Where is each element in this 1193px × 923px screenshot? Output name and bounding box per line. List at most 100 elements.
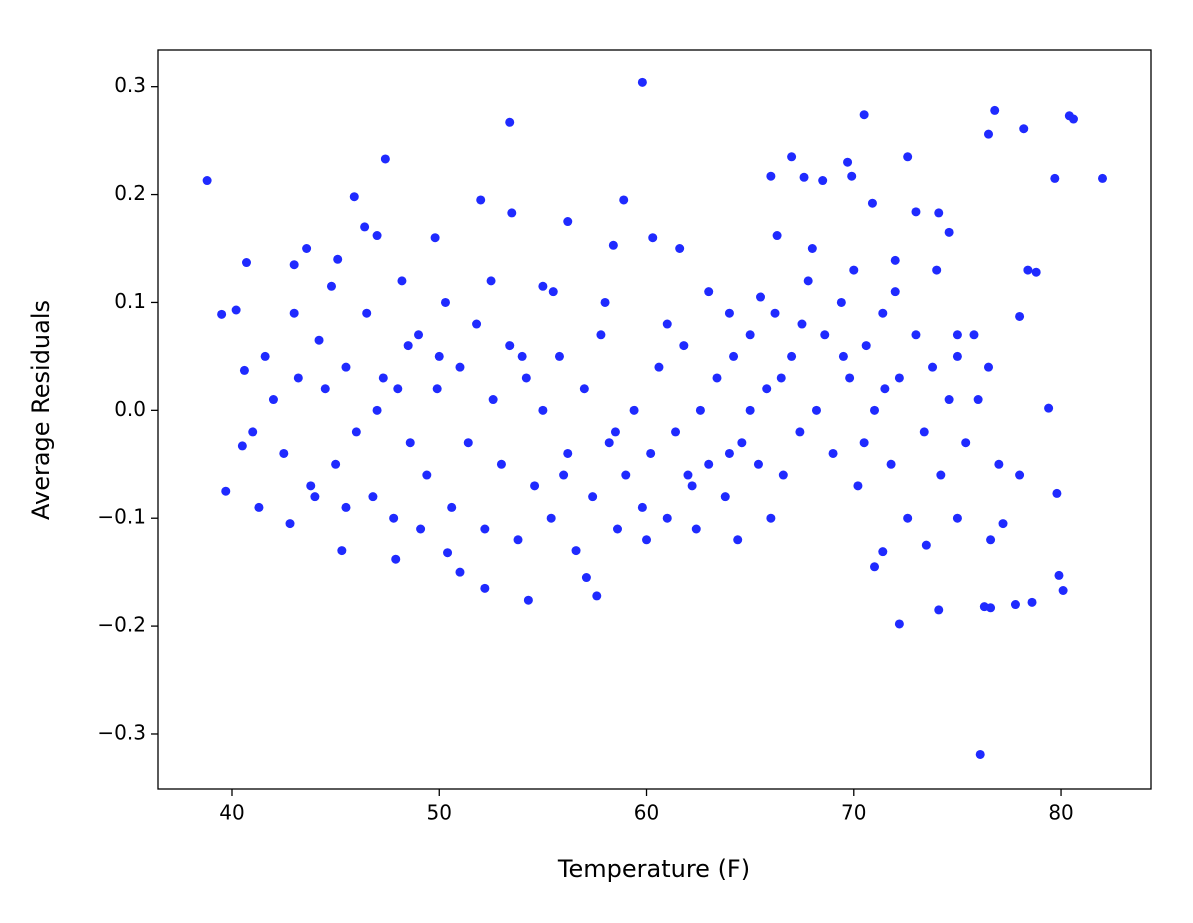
point bbox=[811, 405, 821, 415]
point bbox=[310, 492, 320, 502]
point bbox=[770, 308, 780, 318]
point bbox=[1015, 470, 1025, 480]
point bbox=[952, 513, 962, 523]
point bbox=[486, 276, 496, 286]
point bbox=[756, 292, 766, 302]
point bbox=[629, 405, 639, 415]
point bbox=[797, 319, 807, 329]
point bbox=[320, 384, 330, 394]
point bbox=[878, 547, 888, 557]
point bbox=[1050, 173, 1060, 183]
point bbox=[853, 481, 863, 491]
point bbox=[803, 276, 813, 286]
point bbox=[480, 524, 490, 534]
point bbox=[928, 362, 938, 372]
point bbox=[341, 502, 351, 512]
point bbox=[870, 405, 880, 415]
point bbox=[432, 384, 442, 394]
point bbox=[1098, 173, 1108, 183]
point bbox=[683, 470, 693, 480]
x-tick-label: 50 bbox=[427, 801, 452, 825]
point bbox=[380, 154, 390, 164]
point bbox=[687, 481, 697, 491]
point bbox=[289, 308, 299, 318]
point bbox=[403, 341, 413, 351]
point bbox=[952, 351, 962, 361]
point bbox=[604, 438, 614, 448]
point bbox=[360, 222, 370, 232]
point bbox=[447, 502, 457, 512]
point bbox=[911, 330, 921, 340]
point bbox=[293, 373, 303, 383]
point bbox=[654, 362, 664, 372]
point bbox=[961, 438, 971, 448]
point bbox=[648, 233, 658, 243]
point bbox=[975, 749, 985, 759]
point bbox=[463, 438, 473, 448]
point bbox=[579, 384, 589, 394]
y-tick-label: 0.0 bbox=[114, 397, 146, 421]
point bbox=[849, 265, 859, 275]
point bbox=[984, 129, 994, 139]
point bbox=[554, 351, 564, 361]
y-tick-label: −0.1 bbox=[97, 505, 146, 529]
point bbox=[326, 281, 336, 291]
point bbox=[894, 373, 904, 383]
point bbox=[202, 176, 212, 186]
point bbox=[890, 287, 900, 297]
point bbox=[870, 562, 880, 572]
point bbox=[414, 330, 424, 340]
point bbox=[799, 172, 809, 182]
point bbox=[662, 319, 672, 329]
point bbox=[289, 260, 299, 270]
point bbox=[646, 448, 656, 458]
point bbox=[434, 351, 444, 361]
point bbox=[745, 330, 755, 340]
point bbox=[921, 540, 931, 550]
point bbox=[217, 309, 227, 319]
point bbox=[588, 492, 598, 502]
point bbox=[260, 351, 270, 361]
point bbox=[859, 438, 869, 448]
point bbox=[867, 198, 877, 208]
point bbox=[724, 448, 734, 458]
point bbox=[613, 524, 623, 534]
point bbox=[675, 244, 685, 254]
point bbox=[443, 548, 453, 558]
point bbox=[563, 217, 573, 227]
y-tick-label: 0.3 bbox=[114, 73, 146, 97]
point bbox=[691, 524, 701, 534]
point bbox=[563, 448, 573, 458]
point bbox=[1023, 265, 1033, 275]
y-tick-label: −0.2 bbox=[97, 613, 146, 637]
point bbox=[753, 459, 763, 469]
x-tick-label: 80 bbox=[1048, 801, 1073, 825]
point bbox=[416, 524, 426, 534]
point bbox=[990, 105, 1000, 115]
point bbox=[729, 351, 739, 361]
point bbox=[878, 308, 888, 318]
point bbox=[455, 362, 465, 372]
point bbox=[919, 427, 929, 437]
point bbox=[820, 330, 830, 340]
point bbox=[776, 373, 786, 383]
point bbox=[254, 502, 264, 512]
point bbox=[911, 207, 921, 217]
point bbox=[890, 255, 900, 265]
point bbox=[455, 567, 465, 577]
point bbox=[507, 208, 517, 218]
point bbox=[517, 351, 527, 361]
point bbox=[279, 448, 289, 458]
point bbox=[772, 231, 782, 241]
point bbox=[944, 395, 954, 405]
point bbox=[221, 486, 231, 496]
point bbox=[397, 276, 407, 286]
point bbox=[843, 157, 853, 167]
point bbox=[1031, 267, 1041, 277]
point bbox=[237, 441, 247, 451]
point bbox=[422, 470, 432, 480]
point bbox=[546, 513, 556, 523]
point bbox=[314, 335, 324, 345]
point bbox=[608, 240, 618, 250]
point bbox=[496, 459, 506, 469]
